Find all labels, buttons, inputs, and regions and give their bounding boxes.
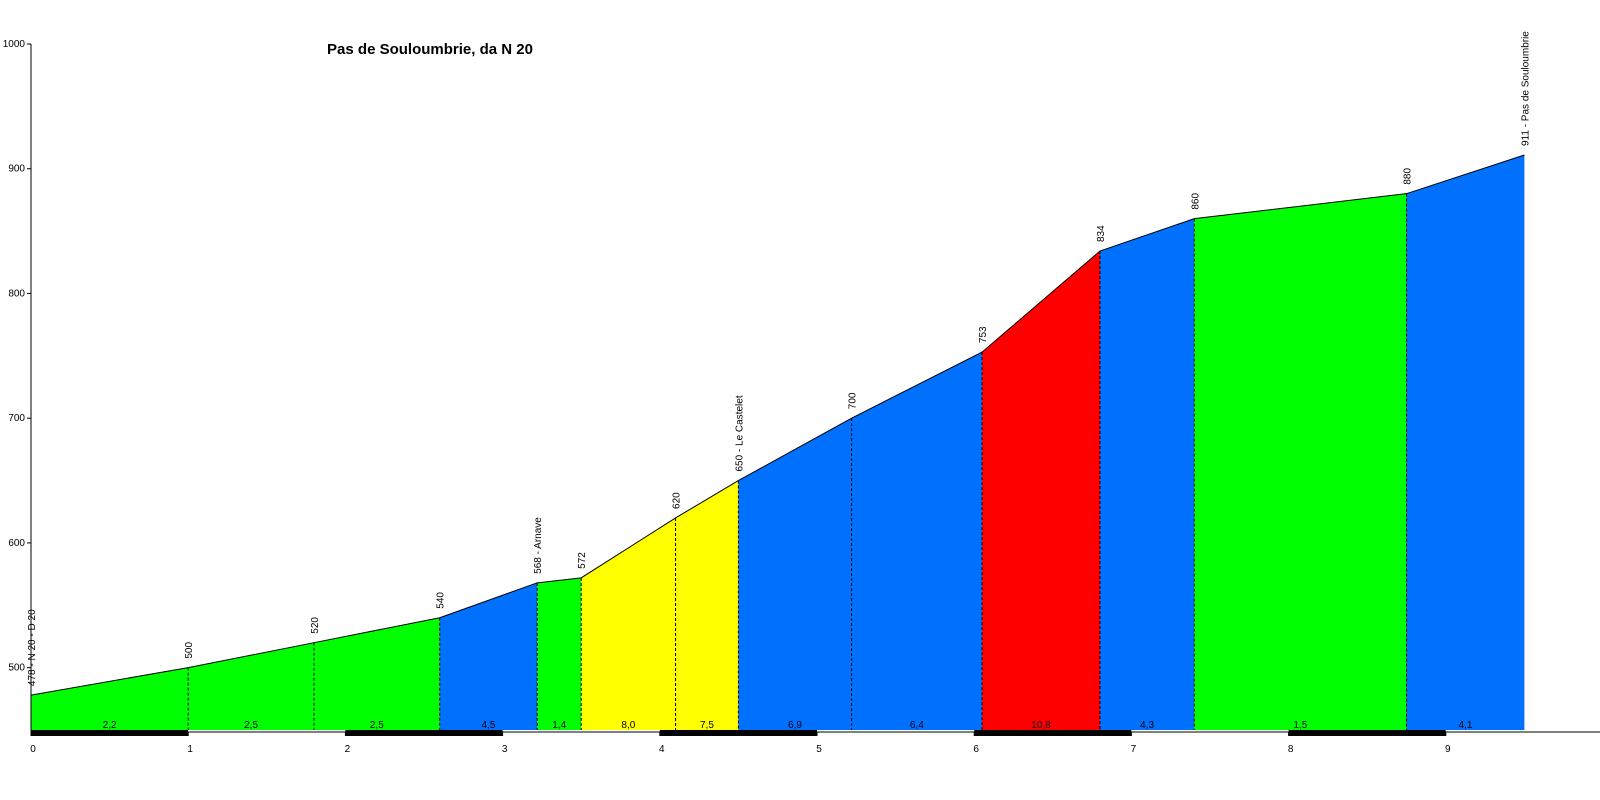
gradient-label-9: 10,8 [1031, 720, 1051, 731]
gradient-label-7: 6,9 [788, 720, 802, 731]
gradient-label-12: 4,1 [1458, 720, 1472, 731]
elevation-label-9: 753 [978, 326, 989, 343]
segment-area-7 [738, 418, 852, 730]
y-tick-label-1000: 1000 [3, 39, 26, 50]
y-tick-label-900: 900 [8, 164, 25, 175]
gradient-label-4: 1,4 [552, 720, 566, 731]
km-bar-block-1 [188, 730, 346, 736]
km-bar-block-7 [1131, 730, 1289, 736]
elevation-label-5: 572 [577, 552, 588, 569]
elevation-label-10: 834 [1096, 225, 1107, 242]
y-axis: 500 600 700 800 900 1000 [3, 39, 32, 732]
gradient-label-3: 4,5 [481, 720, 495, 731]
x-tick-label-1: 1 [187, 744, 193, 755]
elevation-label-7: 650 - Le Castelet [734, 395, 745, 471]
y-tick-label-500: 500 [8, 663, 25, 674]
km-bar-block-6 [974, 730, 1132, 736]
x-tick-label-6: 6 [973, 744, 979, 755]
gradient-label-2: 2,5 [370, 720, 384, 731]
gradient-label-10: 4,3 [1140, 720, 1154, 731]
x-tick-label-2: 2 [345, 744, 351, 755]
segment-area-11 [1194, 193, 1407, 730]
km-bar-block-8 [1288, 730, 1446, 736]
segment-area-2 [313, 617, 440, 730]
x-tick-label-4: 4 [659, 744, 665, 755]
gradient-label-6: 7,5 [700, 720, 714, 731]
elevation-label-6: 620 [672, 492, 683, 509]
elevation-label-2: 520 [310, 617, 321, 634]
x-tick-label-3: 3 [502, 744, 508, 755]
elevation-label-11: 860 [1190, 192, 1201, 209]
x-tick-label-0: 0 [30, 744, 36, 755]
segment-area-10 [1099, 218, 1195, 731]
chart-title: Pas de Souloumbrie, da N 20 [327, 41, 533, 58]
segment-area-3 [439, 582, 538, 730]
elevation-label-8: 700 [848, 392, 859, 409]
y-tick-label-700: 700 [8, 413, 25, 424]
segment-area-8 [851, 352, 983, 730]
segment-dividers [187, 193, 1407, 730]
segment-area-6 [675, 480, 739, 730]
gradient-label-0: 2,2 [103, 720, 117, 731]
km-scale-bar [31, 730, 1525, 736]
x-tick-label-9: 9 [1445, 744, 1451, 755]
profile-line-group [30, 154, 1525, 696]
km-bar-block-4 [659, 730, 817, 736]
y-tick-label-800: 800 [8, 288, 25, 299]
segment-area-1 [188, 642, 314, 730]
x-tick-label-7: 7 [1131, 744, 1137, 755]
profile-segments [31, 155, 1525, 731]
elevation-labels: 478 - N 20 - D 20 500 520 540 568 - Arnave 57… [27, 31, 1531, 686]
segment-area-4 [537, 577, 582, 730]
gradient-label-5: 8,0 [621, 720, 635, 731]
x-tick-label-8: 8 [1288, 744, 1294, 755]
segment-area-0 [31, 667, 189, 730]
y-tick-label-600: 600 [8, 538, 25, 549]
km-bar-block-2 [345, 730, 503, 736]
gradient-label-8: 6,4 [910, 720, 924, 731]
km-bar-block-0 [31, 730, 189, 736]
gradient-label-1: 2,5 [244, 720, 258, 731]
gradient-labels: 2,2 2,5 2,5 4,5 1,4 8,0 7,5 6,9 6,4 10,8 4,3 1,5 4,1 [103, 720, 1473, 731]
gradient-label-11: 1,5 [1293, 720, 1307, 731]
x-axis: 0 1 2 3 4 5 6 7 8 9 [30, 731, 1600, 755]
elevation-label-4: 568 - Arnave [533, 517, 544, 574]
elevation-label-0: 478 - N 20 - D 20 [27, 609, 38, 686]
segment-area-12 [1406, 155, 1525, 731]
segment-area-9 [982, 251, 1100, 730]
elevation-label-12: 880 [1403, 168, 1414, 185]
segment-area-5 [581, 517, 676, 730]
elevation-label-3: 540 [436, 592, 447, 609]
elevation-label-13: 911 - Pas de Souloumbrie [1520, 31, 1531, 146]
elevation-label-1: 500 [184, 642, 195, 659]
km-bar-block-3 [502, 730, 660, 736]
km-bar-block-5 [817, 730, 975, 736]
km-bar-block-9 [1445, 730, 1525, 736]
profile-line [30, 154, 1525, 696]
x-tick-label-5: 5 [816, 744, 822, 755]
